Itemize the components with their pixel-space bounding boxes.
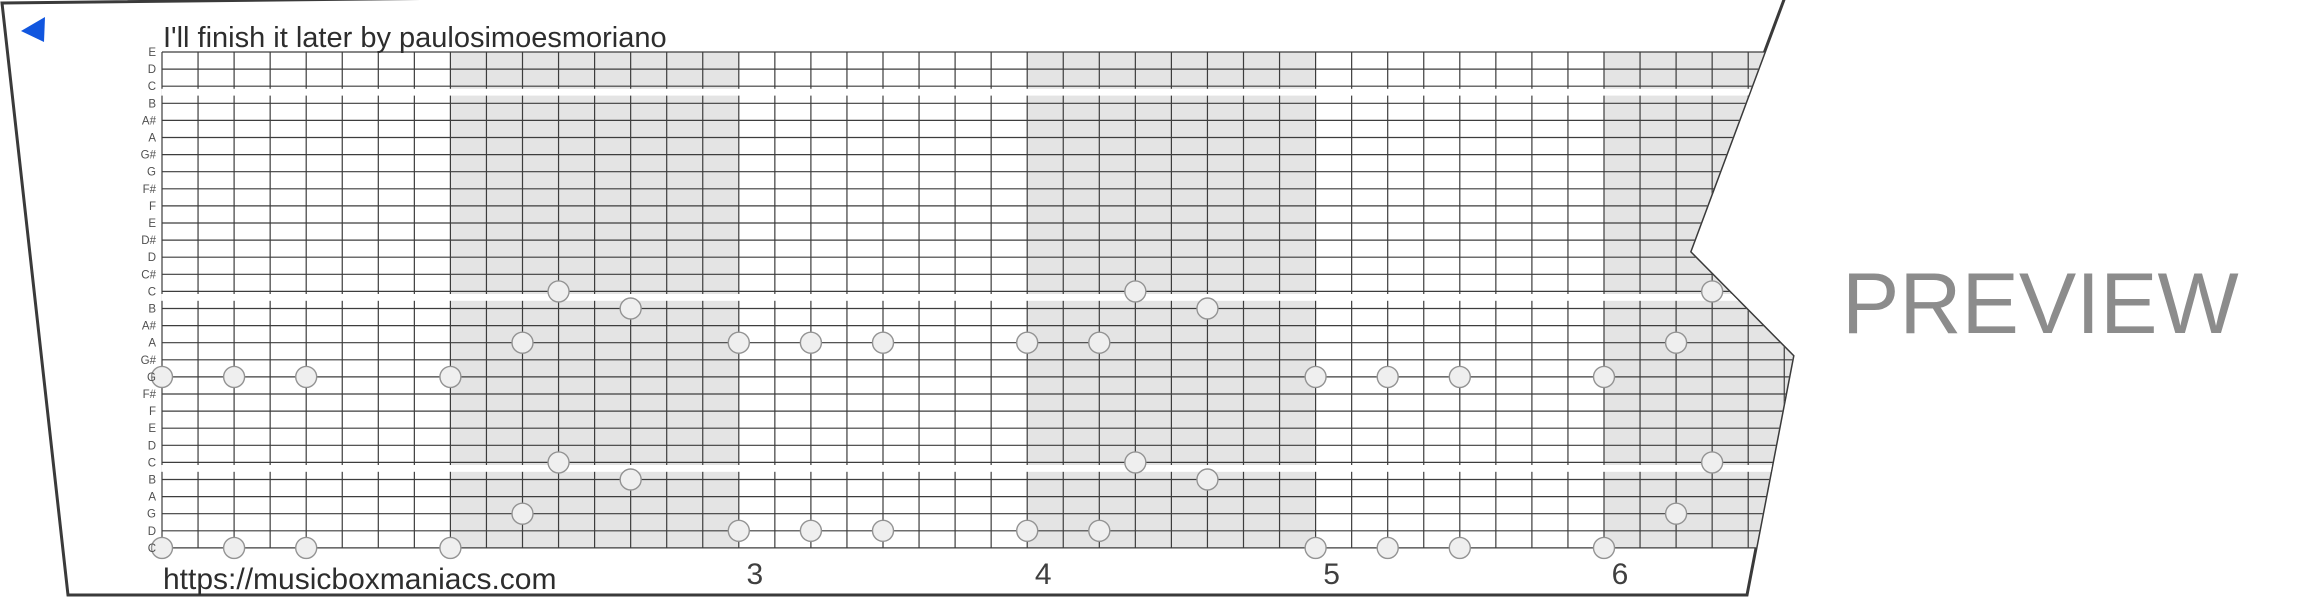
note-circle	[727, 519, 750, 542]
note-row-label: A#	[142, 115, 157, 127]
melody-title: I'll finish it later by paulosimoesmoria…	[163, 22, 667, 54]
note-row-label: A#	[142, 321, 157, 333]
note-circle	[1448, 536, 1472, 560]
back-arrow-button[interactable]	[21, 17, 45, 42]
note-row-label: E	[148, 423, 156, 435]
note-circle	[150, 536, 174, 560]
note-circle	[547, 451, 570, 474]
note-circle	[1088, 331, 1111, 354]
note-circle	[511, 331, 534, 354]
measure-number: 5	[1323, 558, 1340, 591]
note-row-label: E	[148, 218, 156, 230]
note-circle	[439, 536, 462, 560]
note-circle	[727, 331, 750, 354]
note-circle	[1196, 468, 1219, 491]
measure-number: 3	[746, 558, 763, 591]
note-circle	[439, 365, 462, 389]
note-circle	[511, 502, 534, 525]
note-circle	[1664, 502, 1688, 525]
note-circle	[1015, 331, 1039, 354]
note-circle	[1196, 297, 1219, 320]
note-row-label: F	[149, 406, 156, 418]
note-circle	[1015, 519, 1039, 542]
note-circle	[222, 536, 246, 560]
note-circle	[1592, 365, 1616, 389]
note-circle	[222, 365, 246, 389]
note-row-label: C	[148, 457, 156, 469]
note-row-label: B	[148, 98, 156, 110]
note-circle	[1592, 536, 1616, 560]
note-row-label: G	[147, 167, 156, 179]
note-circle	[547, 280, 570, 303]
note-row-label: G#	[141, 355, 157, 367]
measure-number: 4	[1035, 558, 1052, 591]
note-row-label: C#	[141, 269, 156, 281]
note-row-label: E	[148, 47, 156, 59]
note-circle	[799, 331, 823, 354]
note-row-label: D#	[141, 235, 156, 247]
site-url: https://musicboxmaniacs.com	[163, 563, 556, 596]
note-circle	[295, 365, 318, 389]
octave-gap	[161, 294, 1793, 301]
note-row-label: G#	[141, 150, 157, 162]
note-row-label: B	[148, 475, 156, 487]
note-row-label: F#	[143, 389, 157, 401]
note-circle	[1700, 280, 1724, 303]
note-circle	[619, 297, 642, 320]
note-row-label: C	[148, 286, 156, 298]
note-row-label: A	[148, 492, 156, 504]
note-row-label: G	[147, 372, 156, 384]
note-circle	[1376, 365, 1399, 389]
note-row-label: F#	[143, 184, 157, 196]
note-circle	[1664, 331, 1688, 354]
note-circle	[871, 331, 895, 354]
note-row-label: C	[148, 81, 156, 93]
note-circle	[1088, 519, 1111, 542]
note-row-label: C	[148, 543, 156, 555]
note-circle	[871, 519, 895, 542]
note-circle	[150, 365, 174, 389]
note-row-label: A	[148, 338, 156, 350]
note-circle	[295, 536, 318, 560]
note-row-label: F	[149, 201, 156, 213]
note-circle	[1304, 365, 1327, 389]
octave-gap	[161, 88, 1793, 96]
note-row-label: D	[148, 526, 156, 538]
note-row-label: A	[148, 133, 156, 145]
note-circle	[619, 468, 642, 491]
note-circle	[1124, 451, 1147, 474]
note-row-label: G	[147, 509, 156, 521]
note-circle	[1448, 365, 1472, 389]
note-circle	[1304, 536, 1327, 560]
note-circle	[799, 519, 823, 542]
note-circle	[1700, 451, 1724, 474]
preview-watermark: PREVIEW	[1842, 256, 2239, 352]
measure-number: 6	[1612, 558, 1629, 591]
octave-gap	[161, 465, 1793, 472]
note-row-label: B	[148, 304, 156, 316]
note-row-label: D	[148, 252, 156, 264]
note-circle	[1376, 536, 1399, 560]
note-row-label: D	[148, 64, 156, 76]
note-circle	[1124, 280, 1147, 303]
note-row-label: D	[148, 440, 156, 452]
